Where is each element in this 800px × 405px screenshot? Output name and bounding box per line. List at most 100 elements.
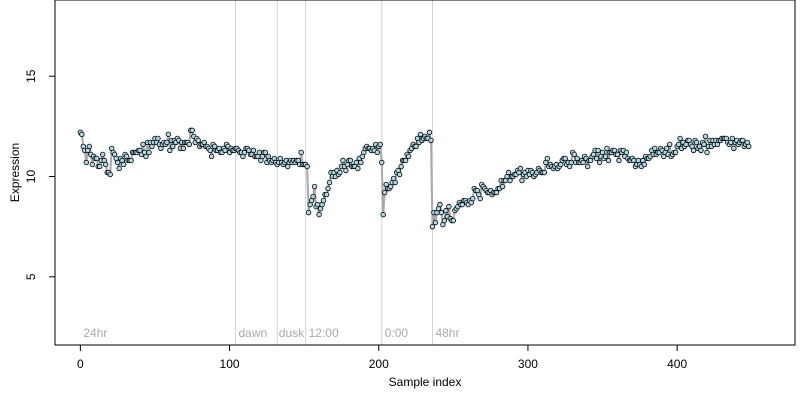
data-point-340 [584, 163, 591, 170]
data-point-157 [311, 183, 318, 190]
data-point-88 [208, 153, 215, 160]
data-point-402 [677, 135, 683, 142]
data-point-241 [437, 201, 443, 208]
data-point-353 [604, 145, 610, 152]
data-point-34 [128, 157, 134, 164]
data-point-15 [100, 151, 106, 158]
data-point-44 [143, 153, 149, 160]
y-axis: 5 10 15 [24, 69, 56, 280]
data-point-244 [441, 217, 448, 224]
x-axis-label: Sample index [389, 375, 462, 389]
data-point-378 [641, 161, 648, 168]
data-point-395 [666, 141, 673, 148]
x-tick-label-4: 400 [667, 357, 687, 371]
data-point-156 [310, 193, 316, 200]
data-point-366 [623, 149, 630, 156]
data-point-238 [432, 219, 439, 226]
x-tick-label-2: 200 [369, 357, 389, 371]
data-point-348 [596, 159, 603, 166]
data-point-283 [499, 183, 506, 190]
data-point-176 [340, 157, 346, 164]
data-point-361 [616, 157, 622, 164]
data-point-62 [170, 143, 176, 150]
data-point-354 [605, 157, 612, 164]
data-point-178 [343, 167, 349, 174]
data-point-166 [325, 185, 331, 192]
data-point-201 [377, 141, 383, 148]
data-point-325 [562, 155, 568, 162]
data-point-73 [186, 141, 192, 148]
data-point-236 [429, 223, 436, 230]
data-point-287 [505, 169, 512, 176]
data-point-188 [358, 159, 364, 166]
data-point-411 [690, 147, 697, 154]
data-point-234 [426, 129, 433, 136]
data-point-245 [443, 207, 449, 214]
data-point-8 [89, 161, 95, 168]
annotation-5: 48hr [435, 326, 459, 340]
data-point-59 [165, 131, 172, 138]
data-point-437 [729, 135, 736, 142]
data-point-152 [304, 163, 310, 170]
point-layer [77, 127, 752, 230]
y-tick-label-2: 15 [24, 69, 38, 83]
data-point-215 [398, 163, 404, 170]
data-point-311 [541, 169, 548, 176]
data-point-350 [599, 149, 606, 156]
annotation-3: 12:00 [309, 326, 339, 340]
annotation-0: 24hr [83, 326, 107, 340]
data-point-337 [580, 159, 586, 166]
data-point-225 [413, 143, 419, 150]
data-point-52 [155, 135, 161, 142]
data-point-25 [114, 159, 121, 166]
data-point-1 [79, 131, 85, 138]
data-point-235 [428, 137, 434, 144]
data-point-331 [571, 151, 577, 158]
data-point-160 [316, 211, 322, 218]
data-point-218 [402, 157, 409, 164]
data-point-20 [107, 171, 113, 178]
data-point-295 [517, 165, 524, 172]
data-point-313 [544, 155, 551, 162]
data-point-263 [470, 195, 476, 202]
data-point-203 [380, 211, 386, 218]
data-point-60 [167, 147, 173, 154]
data-point-347 [595, 147, 601, 154]
data-point-42 [140, 141, 146, 148]
annotation-1: dawn [239, 326, 268, 340]
data-point-296 [519, 177, 525, 184]
data-point-448 [746, 143, 752, 150]
data-point-418 [701, 141, 707, 148]
data-point-329 [568, 159, 574, 166]
data-point-228 [417, 131, 424, 138]
annotation-2: dusk [279, 326, 305, 340]
data-point-167 [326, 179, 333, 186]
data-point-385 [652, 145, 658, 152]
data-point-250 [450, 217, 457, 224]
data-point-4 [83, 159, 90, 166]
data-point-46 [146, 149, 152, 156]
annotation-4: 0:00 [385, 326, 409, 340]
data-point-159 [314, 201, 321, 208]
data-point-211 [392, 179, 398, 186]
x-tick-label-3: 300 [518, 357, 538, 371]
data-point-352 [602, 153, 609, 160]
data-point-165 [323, 191, 330, 198]
data-point-87 [207, 147, 213, 154]
data-point-220 [405, 153, 412, 160]
data-point-413 [693, 139, 700, 146]
data-point-199 [374, 149, 380, 156]
data-point-120 [256, 149, 263, 156]
data-point-401 [675, 141, 682, 148]
data-point-79 [195, 137, 201, 144]
data-point-124 [262, 149, 269, 156]
data-point-204 [382, 189, 388, 196]
data-point-58 [164, 139, 170, 146]
data-point-399 [672, 149, 679, 156]
annotation-layer: 24hr dawn dusk 12:00 0:00 48hr [83, 326, 459, 340]
data-point-11 [94, 155, 100, 162]
data-point-75 [189, 127, 195, 134]
